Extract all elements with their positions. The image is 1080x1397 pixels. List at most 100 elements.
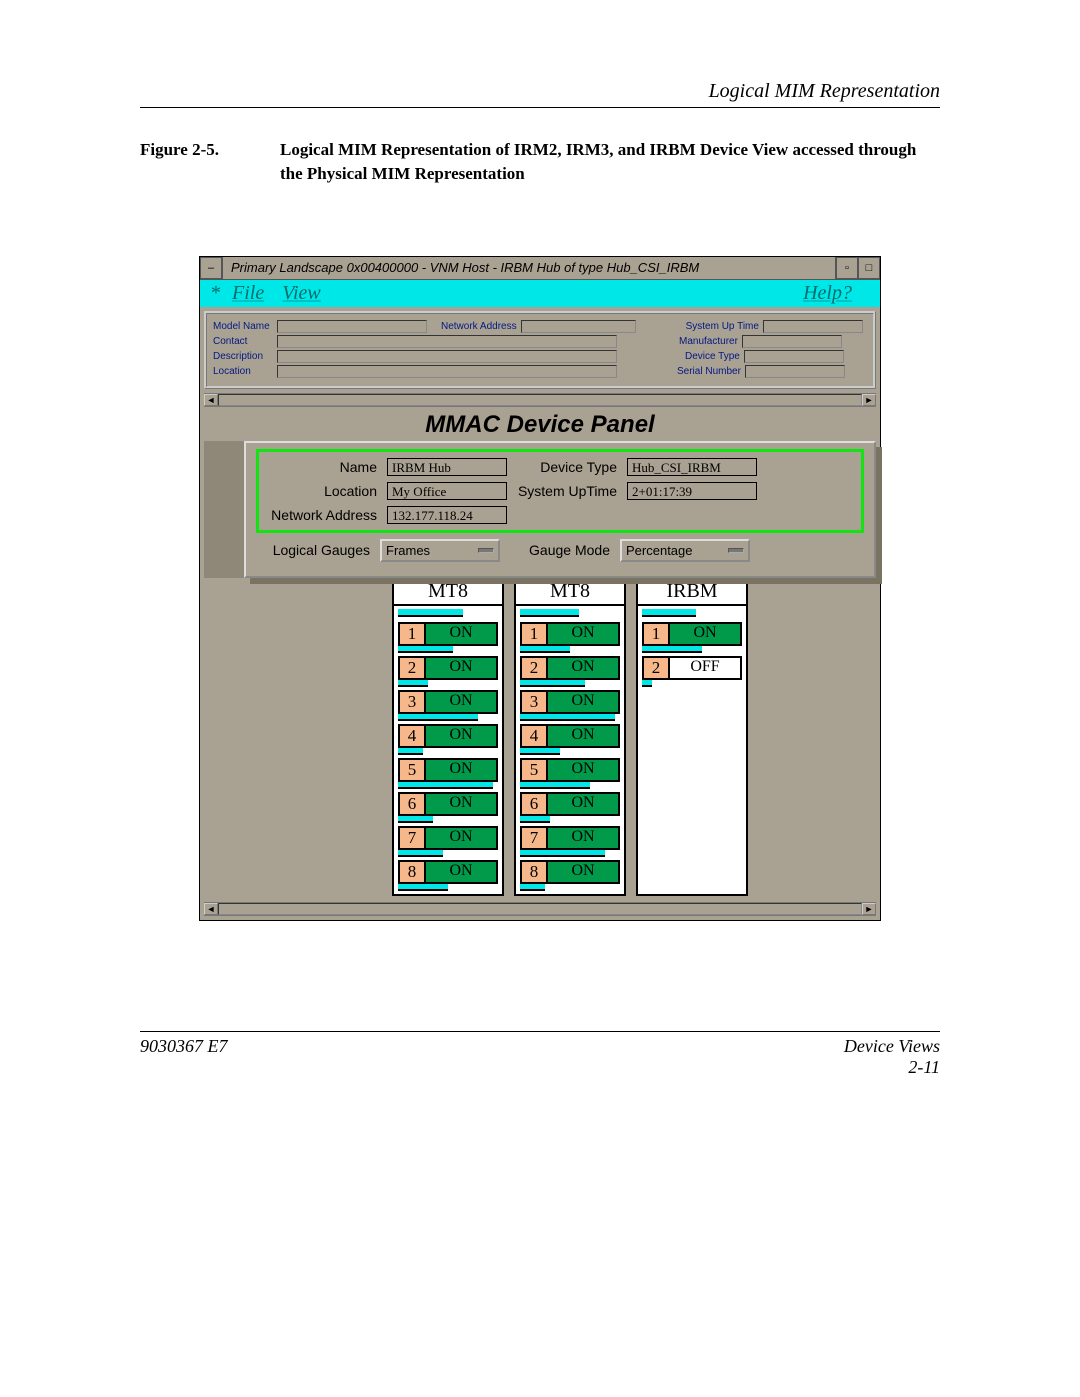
port[interactable]: 8ON [520, 860, 620, 891]
port[interactable]: 1ON [520, 622, 620, 653]
info-panel: Model Name Network Address System Up Tim… [204, 311, 876, 389]
menu-view[interactable]: View [282, 282, 321, 305]
port-state: ON [426, 760, 496, 780]
field-netaddr[interactable]: 132.177.118.24 [387, 506, 507, 524]
port-number: 1 [522, 624, 548, 644]
port-state: OFF [670, 658, 740, 678]
label-serial-number: Serial Number [677, 366, 741, 377]
port[interactable]: 2OFF [642, 656, 742, 687]
app-window: – Primary Landscape 0x00400000 - VNM Hos… [199, 256, 881, 921]
port-gauge [398, 782, 493, 789]
dropdown-logical-gauges[interactable]: Frames [380, 539, 500, 562]
port-number: 4 [400, 726, 426, 746]
field-device-type[interactable] [744, 350, 844, 363]
port[interactable]: 3ON [520, 690, 620, 721]
scroll-left-icon[interactable]: ◄ [204, 394, 218, 406]
label-logical-gauges: Logical Gauges [260, 542, 370, 558]
page-footer: 9030367 E7 Device Views 2-11 [140, 1031, 940, 1078]
label-uptime: System UpTime [517, 483, 617, 499]
port-number: 8 [522, 862, 548, 882]
port[interactable]: 7ON [520, 826, 620, 857]
label-model-name: Model Name [213, 321, 273, 332]
device-info-frame: Name IRBM Hub Device Type Hub_CSI_IRBM L… [256, 449, 864, 533]
port[interactable]: 3ON [398, 690, 498, 721]
minimize-button[interactable]: ▫ [836, 257, 858, 279]
menu-file[interactable]: File [232, 282, 264, 305]
field-serial-number[interactable] [745, 365, 845, 378]
dropdown-logical-gauges-value: Frames [386, 543, 430, 558]
module[interactable]: MT81ON2ON3ON4ON5ON6ON7ON8ON [514, 578, 626, 896]
menu-help[interactable]: Help? [803, 282, 852, 305]
scroll-right-icon[interactable]: ► [862, 903, 876, 915]
port[interactable]: 8ON [398, 860, 498, 891]
port-gauge [520, 748, 560, 755]
port-number: 1 [644, 624, 670, 644]
label-description: Description [213, 351, 273, 362]
port-state: ON [426, 828, 496, 848]
module[interactable]: MT81ON2ON3ON4ON5ON6ON7ON8ON [392, 578, 504, 896]
port-gauge [520, 782, 590, 789]
label-netaddr: Network Address [267, 507, 377, 523]
module-title: MT8 [516, 580, 624, 606]
port[interactable]: 6ON [520, 792, 620, 823]
main-area: MMAC Device Panel Name IRBM Hub Device T… [204, 411, 876, 896]
modules-row: MT81ON2ON3ON4ON5ON6ON7ON8ONMT81ON2ON3ON4… [392, 578, 876, 896]
field-system-up-time[interactable] [763, 320, 863, 333]
port-state: ON [548, 624, 618, 644]
port[interactable]: 1ON [398, 622, 498, 653]
field-location[interactable] [277, 365, 617, 378]
field-description[interactable] [277, 350, 617, 363]
label-manufacturer: Manufacturer [679, 336, 738, 347]
port[interactable]: 4ON [398, 724, 498, 755]
port[interactable]: 2ON [520, 656, 620, 687]
label-gauge-mode: Gauge Mode [510, 542, 610, 558]
field-uptime[interactable]: 2+01:17:39 [627, 482, 757, 500]
port-gauge [642, 646, 702, 653]
port[interactable]: 6ON [398, 792, 498, 823]
port[interactable]: 5ON [520, 758, 620, 789]
field-model-name[interactable] [277, 320, 427, 333]
dropdown-gauge-mode[interactable]: Percentage [620, 539, 750, 562]
port-number: 7 [400, 828, 426, 848]
port-number: 6 [522, 794, 548, 814]
label-location: Location [213, 366, 273, 377]
titlebar: – Primary Landscape 0x00400000 - VNM Hos… [200, 257, 880, 280]
bottom-scrollbar[interactable]: ◄ ► [204, 902, 876, 916]
module[interactable]: IRBM1ON2OFF [636, 578, 748, 896]
port[interactable]: 7ON [398, 826, 498, 857]
port[interactable]: 2ON [398, 656, 498, 687]
scroll-track[interactable] [218, 394, 862, 406]
port-gauge [398, 850, 443, 857]
maximize-button[interactable]: □ [858, 257, 880, 279]
port[interactable]: 1ON [642, 622, 742, 653]
port-state: ON [426, 794, 496, 814]
top-scrollbar[interactable]: ◄ ► [204, 393, 876, 407]
field-name[interactable]: IRBM Hub [387, 458, 507, 476]
port[interactable]: 5ON [398, 758, 498, 789]
port-number: 7 [522, 828, 548, 848]
field-network-address[interactable] [521, 320, 636, 333]
section-header: Logical MIM Representation [140, 80, 940, 108]
port-gauge [398, 748, 423, 755]
port-gauge [642, 680, 652, 687]
scroll-track[interactable] [218, 903, 862, 915]
figure-label: Figure 2-5. [140, 138, 280, 186]
scroll-left-icon[interactable]: ◄ [204, 903, 218, 915]
port[interactable]: 4ON [520, 724, 620, 755]
port-state: ON [548, 794, 618, 814]
field-contact[interactable] [277, 335, 617, 348]
field-manufacturer[interactable] [742, 335, 842, 348]
port-gauge [398, 816, 433, 823]
port-number: 2 [644, 658, 670, 678]
port-number: 6 [400, 794, 426, 814]
field-devtype[interactable]: Hub_CSI_IRBM [627, 458, 757, 476]
port-number: 4 [522, 726, 548, 746]
field-loc[interactable]: My Office [387, 482, 507, 500]
footer-right-top: Device Views [844, 1036, 940, 1057]
figure-caption: Figure 2-5. Logical MIM Representation o… [140, 138, 940, 186]
port-state: ON [548, 760, 618, 780]
scroll-right-icon[interactable]: ► [862, 394, 876, 406]
port-gauge [520, 680, 585, 687]
port-state: ON [548, 726, 618, 746]
sysmenu-button[interactable]: – [200, 257, 222, 279]
